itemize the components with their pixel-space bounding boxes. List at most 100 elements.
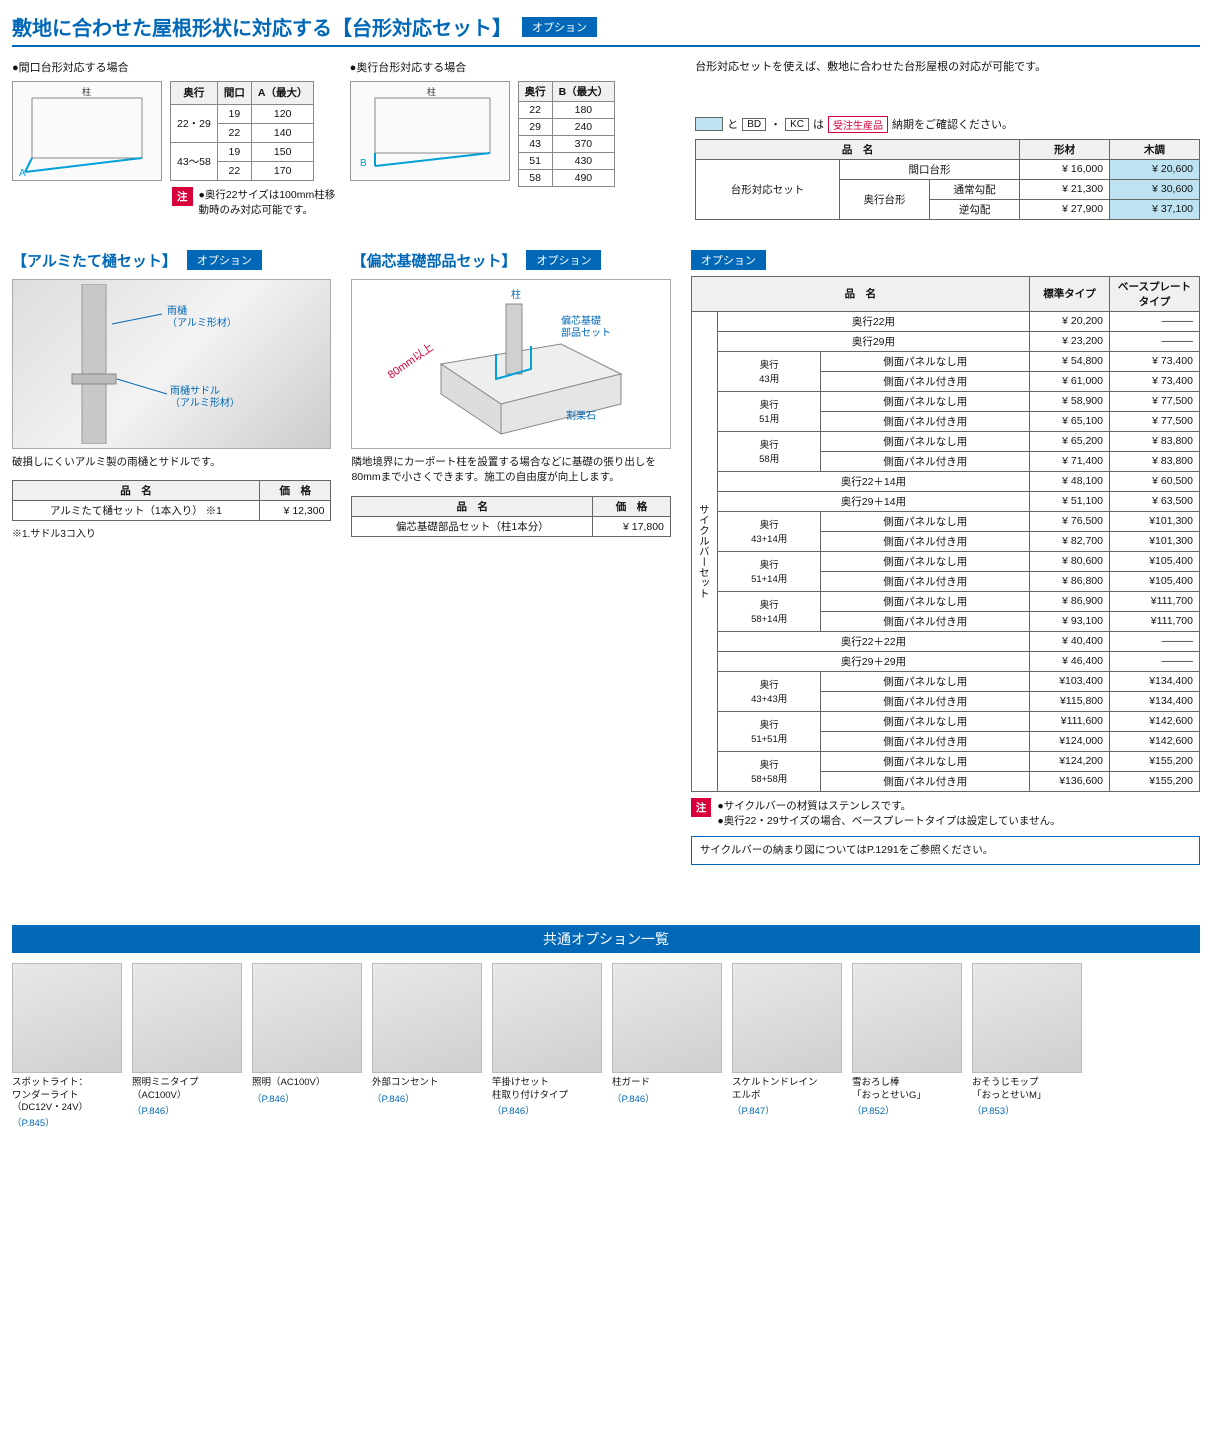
cycle-price-std: ¥111,600 — [1029, 711, 1109, 731]
cycle-price-base: ¥105,400 — [1109, 571, 1199, 591]
diag2-svg: 柱 B — [355, 86, 505, 176]
th: 木調 — [1110, 139, 1200, 159]
thumb-page: （P.847） — [732, 1106, 842, 1118]
thumb-label: スポットライト： ワンダーライト （DC12V・24V） — [12, 1077, 122, 1114]
th: 品 名 — [13, 481, 260, 501]
cycle-price-base: ——— — [1109, 331, 1199, 351]
cycle-price-std: ¥ 23,200 — [1029, 331, 1109, 351]
cycle-subgroup: 奥行 43用 — [717, 351, 821, 391]
cycle-subgroup: 奥行 58+14用 — [717, 591, 821, 631]
thumb-item: 外部コンセント（P.846） — [372, 963, 482, 1130]
cycle-title: オプション — [691, 250, 1200, 270]
swatch-icon — [695, 117, 723, 131]
henshin-caption: 隣地境界にカーポート柱を設置する場合などに基礎の張り出しを80mmまで小さくでき… — [351, 455, 670, 487]
diag1-note: 注 ●奥行22サイズは100mm柱移動時のみ対応可能です。 — [172, 187, 338, 217]
cycle-price-std: ¥ 48,100 — [1029, 471, 1109, 491]
th: 奥行 — [171, 82, 218, 105]
th: 価 格 — [593, 497, 671, 517]
cycle-price-std: ¥124,000 — [1029, 731, 1109, 751]
cycle-name: 側面パネルなし用 — [821, 431, 1030, 451]
cycle-subgroup: 奥行 43+43用 — [717, 671, 821, 711]
cycle-price-base: ¥142,600 — [1109, 711, 1199, 731]
cycle-subgroup: 奥行 58+58用 — [717, 751, 821, 791]
th: 奥行 — [518, 82, 552, 102]
henshin-svg: 柱 偏芯基礎 部品セット 80mm以上 割栗石 — [361, 284, 661, 444]
thumb-label: おそうじモップ 「おっとせいM」 — [972, 1077, 1082, 1102]
td: 奥行台形 — [839, 179, 929, 219]
common-banner: 共通オプション一覧 — [12, 925, 1200, 953]
legend: と BD・ KC は 受注生産品 納期をご確認ください。 — [695, 116, 1200, 133]
td: 150 — [251, 142, 314, 161]
cycle-subgroup: 奥行 51用 — [717, 391, 821, 431]
cycle-subgroup: 奥行 51+14用 — [717, 551, 821, 591]
cycle-price-std: ¥ 54,800 — [1029, 351, 1109, 371]
title-text: 【偏芯基礎部品セット】 — [351, 250, 516, 271]
diag2-figure: 柱 B — [350, 81, 510, 181]
td: 180 — [552, 102, 615, 119]
cycle-price-std: ¥ 80,600 — [1029, 551, 1109, 571]
td: 19 — [217, 142, 251, 161]
top-row: ●間口台形対応する場合 柱 A 奥行 間口 A（最大） — [12, 59, 1200, 220]
td: 43 — [518, 136, 552, 153]
cycle-price-base: ¥134,400 — [1109, 671, 1199, 691]
top-desc: 台形対応セットを使えば、敷地に合わせた台形屋根の対応が可能です。 — [695, 59, 1200, 76]
pillar-label: 柱 — [82, 86, 91, 97]
svg-text:（アルミ形材）: （アルミ形材） — [167, 316, 237, 329]
td: ¥ 37,100 — [1110, 199, 1200, 219]
thumb-page: （P.846） — [252, 1094, 362, 1106]
td: 370 — [552, 136, 615, 153]
thumb-label: 柱ガード — [612, 1077, 722, 1089]
cycle-table: 品 名 標準タイプ ベースプレートタイプ サイクルバーセット奥行22用¥ 20,… — [691, 276, 1200, 792]
cycle-price-base: ¥134,400 — [1109, 691, 1199, 711]
cycle-price-std: ¥ 82,700 — [1029, 531, 1109, 551]
cycle-price-std: ¥ 65,100 — [1029, 411, 1109, 431]
th: 間口 — [217, 82, 251, 105]
cycle-name: 側面パネルなし用 — [821, 511, 1030, 531]
td: 偏芯基礎部品セット（柱1本分） — [352, 517, 593, 537]
cycle-name: 側面パネル付き用 — [821, 731, 1030, 751]
svg-text:部品セット: 部品セット — [561, 326, 611, 339]
note-text: ●サイクルバーの材質はステンレスです。 ●奥行22・29サイズの場合、ベースプレ… — [717, 798, 1060, 828]
td: 逆勾配 — [930, 199, 1020, 219]
pillar-label: 柱 — [427, 86, 436, 97]
dim-a: A — [19, 168, 26, 176]
cycle-price-base: ¥142,600 — [1109, 731, 1199, 751]
cycle-price-base: ¥ 60,500 — [1109, 471, 1199, 491]
txt: と — [727, 116, 738, 132]
thumb-item: 照明（AC100V）（P.846） — [252, 963, 362, 1130]
svg-text:（アルミ形材）: （アルミ形材） — [170, 396, 240, 409]
cycle-price-base: ¥ 63,500 — [1109, 491, 1199, 511]
svg-text:柱: 柱 — [511, 288, 521, 301]
cycle-price-base: ——— — [1109, 631, 1199, 651]
cycle-price-base: ¥ 77,500 — [1109, 411, 1199, 431]
cycle-price-std: ¥ 61,000 — [1029, 371, 1109, 391]
tag-kc: KC — [785, 118, 809, 131]
cycle-name: 側面パネル付き用 — [821, 411, 1030, 431]
td: 22・29 — [171, 104, 218, 142]
thumb-page: （P.853） — [972, 1106, 1082, 1118]
td: ¥ 17,800 — [593, 517, 671, 537]
alumi-footnote: ※1.サドル3コ入り — [12, 525, 331, 540]
option-tag: オプション — [522, 17, 597, 37]
td: 29 — [518, 119, 552, 136]
mid-row: 【アルミたて樋セット】 オプション 雨樋 （アルミ形材） 雨樋サドル （アルミ形… — [12, 250, 1200, 866]
cycle-name: 側面パネルなし用 — [821, 551, 1030, 571]
td: 51 — [518, 153, 552, 170]
td: ¥ 16,000 — [1020, 159, 1110, 179]
td: 通常勾配 — [930, 179, 1020, 199]
cycle-name: 奥行22＋22用 — [717, 631, 1029, 651]
cycle-price-base: ¥101,300 — [1109, 511, 1199, 531]
cycle-section: オプション 品 名 標準タイプ ベースプレートタイプ サイクルバーセット奥行22… — [691, 250, 1200, 866]
thumb-label: 雪おろし棒 「おっとせいG」 — [852, 1077, 962, 1102]
cycle-name: 側面パネル付き用 — [821, 571, 1030, 591]
th: ベースプレートタイプ — [1109, 276, 1199, 311]
thumb-page: （P.846） — [612, 1094, 722, 1106]
cycle-price-base: ¥111,700 — [1109, 611, 1199, 631]
cycle-name: 側面パネル付き用 — [821, 531, 1030, 551]
td: 間口台形 — [839, 159, 1019, 179]
cycle-name: 奥行29用 — [717, 331, 1029, 351]
alumi-table: 品 名価 格 アルミたて樋セット（1本入り） ※1¥ 12,300 — [12, 480, 331, 521]
thumb-item: スケルトンドレイン エルボ（P.847） — [732, 963, 842, 1130]
note-text: ●奥行22サイズは100mm柱移動時のみ対応可能です。 — [199, 187, 338, 217]
cycle-price-std: ¥ 51,100 — [1029, 491, 1109, 511]
